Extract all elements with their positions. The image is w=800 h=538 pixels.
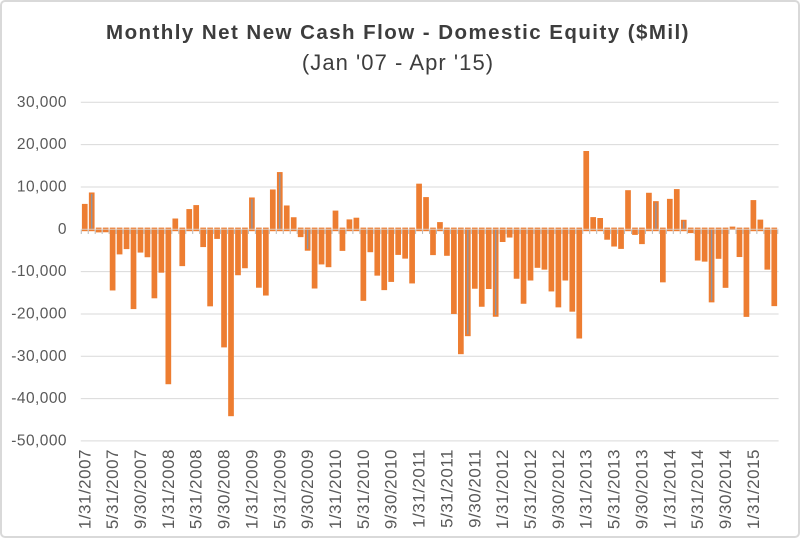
svg-text:5/31/2010: 5/31/2010 [354,449,373,529]
svg-text:5/31/2009: 5/31/2009 [270,449,289,529]
svg-text:9/30/2007: 9/30/2007 [131,449,150,529]
svg-text:0: 0 [58,221,67,238]
svg-text:5/31/2013: 5/31/2013 [605,449,624,529]
svg-text:9/30/2009: 9/30/2009 [298,449,317,529]
svg-text:5/31/2007: 5/31/2007 [103,449,122,529]
svg-text:Monthly Net New Cash Flow - Do: Monthly Net New Cash Flow - Domestic Equ… [106,21,690,44]
svg-text:5/31/2012: 5/31/2012 [521,449,540,529]
svg-text:-20,000: -20,000 [11,306,67,323]
svg-text:1/31/2012: 1/31/2012 [493,449,512,529]
svg-text:1/31/2011: 1/31/2011 [410,449,429,528]
svg-text:30,000: 30,000 [17,94,67,111]
svg-text:1/31/2015: 1/31/2015 [744,449,763,529]
svg-text:-50,000: -50,000 [11,432,67,449]
svg-text:1/31/2008: 1/31/2008 [159,449,178,529]
svg-text:-40,000: -40,000 [11,390,67,407]
svg-text:(Jan '07 - Apr '15): (Jan '07 - Apr '15) [302,50,494,75]
svg-text:9/30/2013: 9/30/2013 [633,449,652,529]
svg-text:1/31/2009: 1/31/2009 [242,449,261,529]
svg-text:9/30/2010: 9/30/2010 [382,449,401,529]
svg-text:1/31/2014: 1/31/2014 [660,449,679,529]
svg-text:9/30/2014: 9/30/2014 [716,449,735,529]
svg-text:20,000: 20,000 [17,136,67,153]
svg-text:5/31/2011: 5/31/2011 [437,449,456,528]
svg-text:9/30/2008: 9/30/2008 [215,449,234,529]
svg-text:-30,000: -30,000 [11,348,67,365]
svg-text:1/31/2010: 1/31/2010 [326,449,345,529]
svg-text:10,000: 10,000 [17,179,67,196]
svg-text:9/30/2012: 9/30/2012 [549,449,568,529]
svg-text:-10,000: -10,000 [11,263,67,280]
svg-text:5/31/2008: 5/31/2008 [187,449,206,529]
svg-text:5/31/2014: 5/31/2014 [688,449,707,529]
svg-text:1/31/2013: 1/31/2013 [577,449,596,529]
svg-text:9/30/2011: 9/30/2011 [465,449,484,528]
svg-text:1/31/2007: 1/31/2007 [75,449,94,529]
